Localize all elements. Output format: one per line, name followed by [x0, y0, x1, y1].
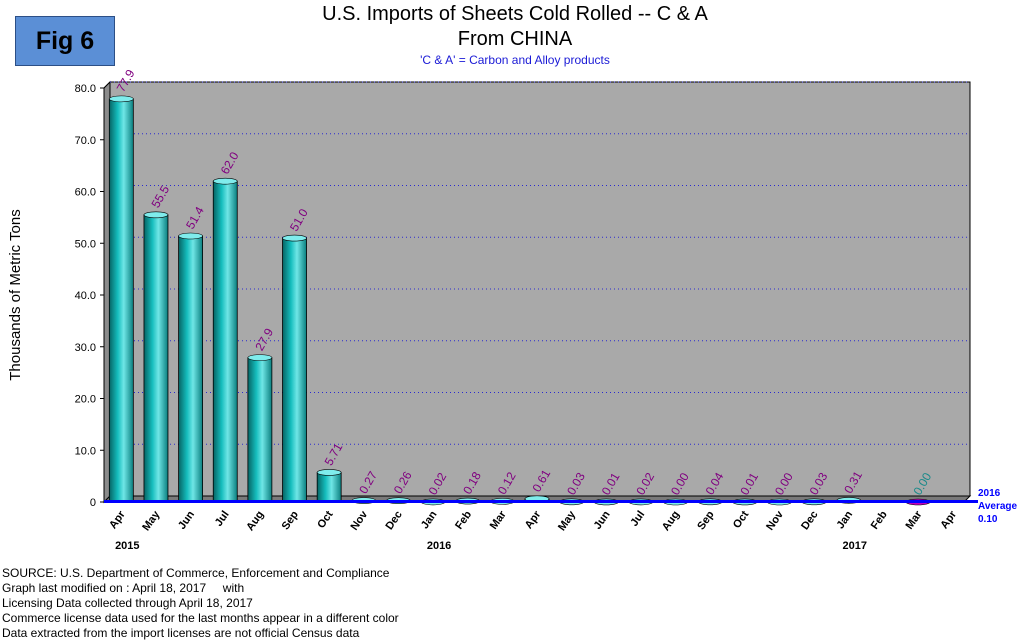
x-tick-label: May [556, 508, 579, 533]
source-line: SOURCE: U.S. Department of Commerce, Enf… [2, 566, 390, 580]
x-tick-label: Dec [799, 509, 820, 532]
licensing-line: Licensing Data collected through April 1… [2, 596, 253, 610]
year-label: 2015 [115, 540, 139, 552]
source-notes: SOURCE: U.S. Department of Commerce, Enf… [2, 566, 399, 641]
average-label: Average [978, 501, 1018, 512]
y-tick-label: 80.0 [75, 83, 96, 95]
figure-badge: Fig 6 [15, 16, 115, 66]
y-tick-label: 30.0 [75, 342, 96, 354]
x-tick-label: Mar [903, 508, 924, 531]
bar-cap [143, 211, 169, 219]
y-axis-label: Thousands of Metric Tons [7, 209, 24, 380]
x-tick-label: May [140, 508, 163, 533]
disclaimer-line: Data extracted from the import licenses … [2, 626, 360, 640]
x-tick-label: Jun [176, 509, 197, 532]
y-tick-label: 20.0 [75, 394, 96, 406]
x-tick-label: Jan [419, 509, 440, 532]
average-label: 2016 [978, 488, 1001, 499]
bar-cap [316, 469, 342, 476]
x-tick-label: Oct [315, 509, 336, 531]
chart-title-line2: From CHINA [457, 28, 573, 50]
x-tick-label: Apr [107, 508, 128, 531]
modified-line: Graph last modified on : April 18, 2017 … [2, 581, 245, 595]
bar [316, 472, 342, 503]
x-tick-label: Nov [349, 508, 371, 533]
x-tick-label: Jul [213, 509, 232, 529]
bar-cap [282, 234, 307, 242]
bar [247, 357, 273, 503]
x-tick-label: Feb [869, 509, 890, 532]
chart-subtitle: 'C & A' = Carbon and Alloy products [420, 53, 610, 67]
x-tick-label: Oct [731, 509, 752, 531]
y-tick-label: 50.0 [75, 238, 96, 250]
average-label: 0.10 [978, 514, 998, 525]
bar [178, 235, 204, 503]
y-tick-label: 10.0 [75, 445, 96, 457]
bar [212, 180, 238, 503]
x-tick-label: Feb [453, 509, 474, 532]
license-color-note: Commerce license data used for the last … [2, 611, 399, 625]
x-tick-label: Sep [695, 509, 717, 533]
bar-chart: 0 10.0 20.0 30.0 40.0 50.0 60.0 70.0 80.0 Thousan… [7, 67, 1018, 552]
x-tick-label: Nov [764, 508, 786, 533]
x-tick-label: Sep [280, 509, 302, 533]
bar-cap [109, 95, 134, 103]
bar-cap [212, 177, 238, 185]
chart-title: U.S. Imports of Sheets Cold Rolled -- C … [322, 3, 708, 25]
x-tick-label: Jun [592, 509, 613, 532]
y-tick-label: 70.0 [75, 135, 96, 147]
x-tick-label: Aug [660, 509, 682, 533]
x-tick-label: Jul [628, 509, 647, 529]
y-tick-label: 40.0 [75, 290, 96, 302]
x-tick-label: Jan [835, 509, 856, 532]
x-tick-label: Aug [244, 509, 266, 533]
x-tick-label: Apr [523, 508, 544, 531]
x-tick-label: Mar [488, 508, 509, 531]
bar-cap [178, 232, 203, 240]
year-label: 2016 [427, 540, 451, 552]
year-label: 2017 [843, 540, 867, 552]
x-tick-label: Dec [383, 509, 404, 532]
x-tick-label: Apr [938, 508, 959, 531]
y-tick-label: 60.0 [75, 187, 96, 199]
bar [282, 237, 307, 503]
bar-cap [247, 354, 273, 361]
bar [143, 214, 169, 503]
title-block: U.S. Imports of Sheets Cold Rolled -- C … [250, 2, 780, 68]
y-tick-label: 0 [90, 497, 96, 509]
bar [108, 98, 134, 503]
